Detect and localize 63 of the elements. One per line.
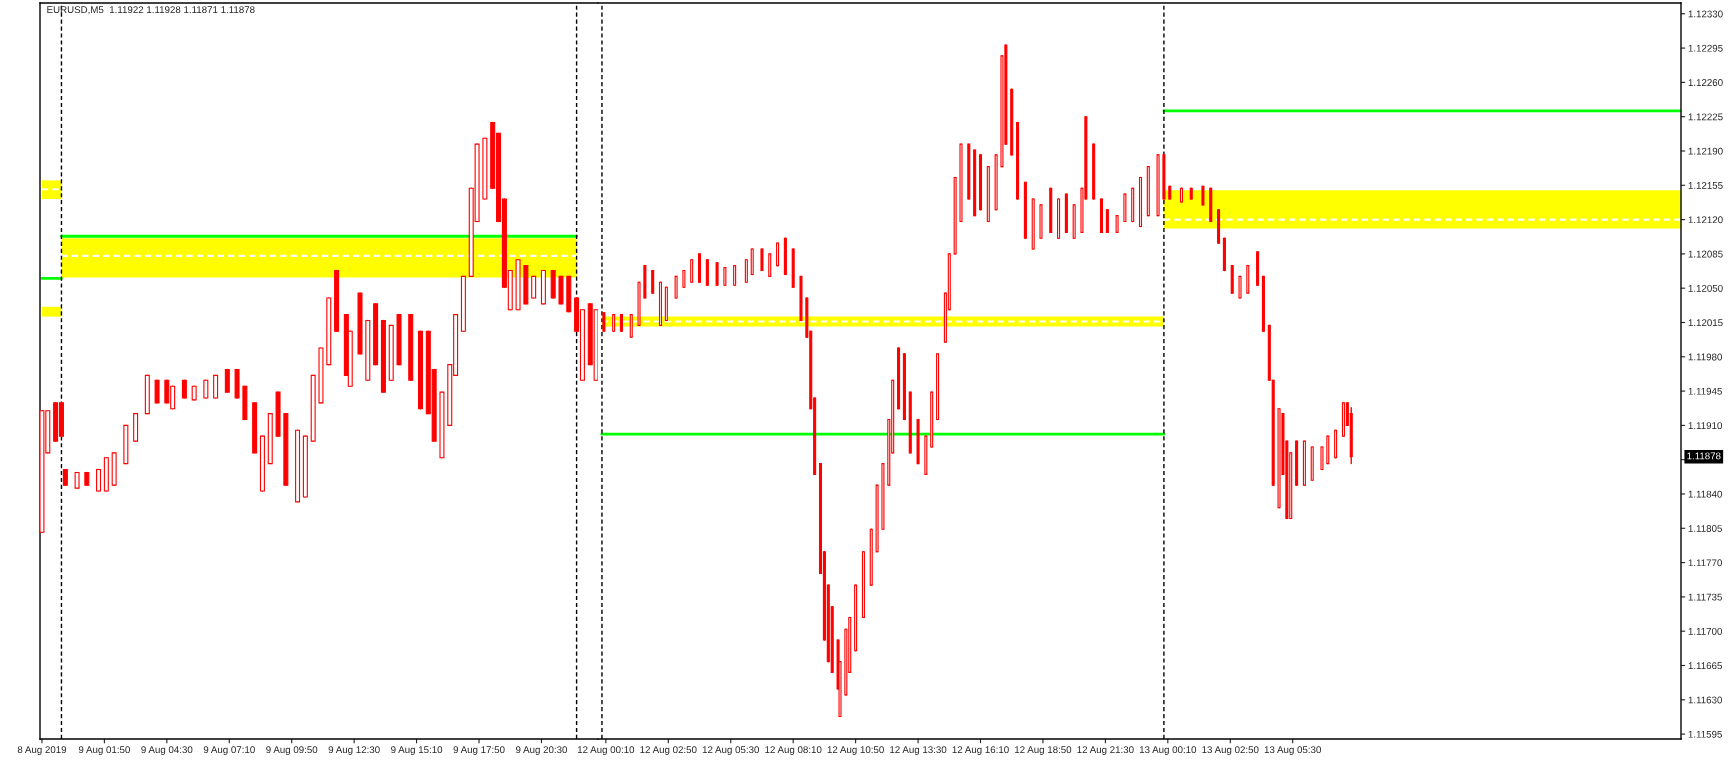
y-tick-label: 1.11770 bbox=[1688, 559, 1722, 567]
chart-title: EURUSD,M5 1.11922 1.11928 1.11871 1.11878 bbox=[47, 6, 255, 15]
candlestick bbox=[776, 242, 780, 267]
candlestick bbox=[651, 269, 655, 294]
text: 1.11878 bbox=[1687, 452, 1721, 460]
x-tick-label: 9 Aug 01:50 bbox=[78, 746, 130, 756]
y-tick-label: 1.12260 bbox=[1688, 79, 1723, 86]
candlestick bbox=[1320, 446, 1324, 471]
x-tick-label: 12 Aug 21:30 bbox=[1077, 746, 1134, 756]
y-tick-label: 1.11735 bbox=[1688, 593, 1722, 601]
candlestick bbox=[760, 248, 764, 272]
x-tick-label: 13 Aug 02:50 bbox=[1202, 746, 1259, 756]
y-tick-label: 1.11630 bbox=[1688, 696, 1722, 704]
x-tick-label: 9 Aug 20:30 bbox=[515, 746, 568, 756]
x-tick-label: 12 Aug 16:10 bbox=[952, 746, 1009, 756]
candlestick bbox=[744, 259, 748, 284]
x-tick-label: 12 Aug 00:10 bbox=[577, 746, 635, 756]
candlestick bbox=[154, 379, 160, 404]
y-tick-label: 1.12015 bbox=[1688, 319, 1723, 327]
y-tick-label: 1.12190 bbox=[1688, 147, 1723, 155]
y-tick-label: 1.11945 bbox=[1688, 387, 1722, 395]
y-tick-label: 1.11700 bbox=[1688, 627, 1722, 635]
candlestick bbox=[224, 368, 230, 393]
x-tick-label: 9 Aug 15:10 bbox=[391, 746, 443, 756]
candlestick bbox=[602, 311, 606, 333]
candlestick bbox=[1238, 275, 1242, 299]
x-tick-label: 12 Aug 02:50 bbox=[640, 746, 697, 756]
y-tick-label: 1.12295 bbox=[1688, 44, 1723, 52]
candlestick bbox=[715, 262, 719, 286]
x-tick-label: 9 Aug 07:10 bbox=[203, 746, 255, 756]
y-tick-label: 1.11910 bbox=[1688, 422, 1722, 430]
x-tick-label: 13 Aug 05:30 bbox=[1264, 746, 1321, 756]
x-tick-label: 12 Aug 10:50 bbox=[827, 746, 884, 756]
x-tick-label: 12 Aug 13:30 bbox=[890, 746, 947, 756]
y-tick-label: 1.11665 bbox=[1688, 662, 1722, 670]
x-tick-label: 9 Aug 17:50 bbox=[453, 746, 505, 756]
y-tick-label: 1.11595 bbox=[1688, 730, 1722, 738]
y-tick-label: 1.12085 bbox=[1688, 250, 1723, 258]
x-tick-label: 13 Aug 00:10 bbox=[1139, 746, 1197, 756]
candlestick bbox=[1105, 209, 1109, 234]
x-tick-label: 12 Aug 08:10 bbox=[765, 746, 822, 756]
y-tick-label: 1.12050 bbox=[1688, 284, 1723, 292]
x-tick-label: 12 Aug 05:30 bbox=[702, 746, 760, 756]
candlestick bbox=[690, 259, 694, 284]
x-tick-label: 9 Aug 09:50 bbox=[266, 746, 318, 756]
candlestick bbox=[768, 253, 772, 278]
x-tick-label: 12 Aug 18:50 bbox=[1015, 746, 1072, 756]
x-tick-label: 9 Aug 12:30 bbox=[328, 746, 380, 756]
y-tick-label: 1.12155 bbox=[1688, 182, 1723, 189]
y-tick-label: 1.11840 bbox=[1688, 490, 1722, 498]
candlestick bbox=[1201, 185, 1205, 206]
x-tick-label: 9 Aug 04:30 bbox=[141, 746, 193, 756]
candlestick bbox=[733, 264, 737, 286]
candlestick bbox=[531, 275, 537, 299]
y-tick-label: 1.11980 bbox=[1688, 353, 1722, 361]
x-tick-label: 8 Aug 2019 bbox=[17, 746, 67, 756]
y-tick-label: 1.12330 bbox=[1688, 10, 1723, 18]
y-tick-label: 1.11805 bbox=[1688, 525, 1722, 532]
candlestick bbox=[96, 468, 102, 492]
candlestick bbox=[674, 275, 678, 299]
candlestick bbox=[213, 374, 219, 399]
y-tick-label: 1.12225 bbox=[1688, 113, 1723, 121]
y-tick-label: 1.12120 bbox=[1688, 216, 1723, 224]
